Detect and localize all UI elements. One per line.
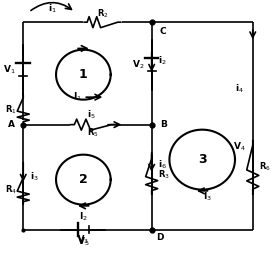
Text: I$_2$: I$_2$	[79, 211, 88, 223]
Text: i$_1$: i$_1$	[47, 2, 56, 15]
Text: D: D	[156, 233, 164, 242]
Text: 3: 3	[198, 153, 206, 166]
Text: 1: 1	[79, 68, 88, 81]
Text: R$_1$: R$_1$	[5, 103, 17, 116]
Text: V$_4$: V$_4$	[233, 141, 245, 153]
Text: i$_6$: i$_6$	[158, 158, 167, 171]
Text: i$_3$: i$_3$	[30, 171, 39, 183]
Text: R$_4$: R$_4$	[5, 183, 17, 196]
Text: I$_1$: I$_1$	[73, 91, 82, 103]
Text: V$_5$: V$_5$	[77, 236, 90, 248]
Text: R$_3$: R$_3$	[158, 168, 170, 181]
Text: i$_5$: i$_5$	[87, 108, 96, 121]
Text: V$_3$: V$_3$	[77, 233, 89, 246]
Text: A: A	[8, 120, 15, 129]
Text: V$_1$: V$_1$	[3, 63, 16, 76]
Text: V$_2$: V$_2$	[132, 58, 144, 71]
Text: 2: 2	[79, 173, 88, 186]
Text: R$_6$: R$_6$	[259, 161, 271, 173]
Text: R$_2$: R$_2$	[97, 8, 108, 20]
Text: C: C	[160, 27, 166, 36]
Text: i$_4$: i$_4$	[235, 82, 243, 95]
Text: R$_5$: R$_5$	[87, 126, 99, 139]
Text: B: B	[160, 120, 167, 129]
Text: i$_2$: i$_2$	[158, 55, 167, 67]
Text: I$_3$: I$_3$	[203, 191, 212, 203]
